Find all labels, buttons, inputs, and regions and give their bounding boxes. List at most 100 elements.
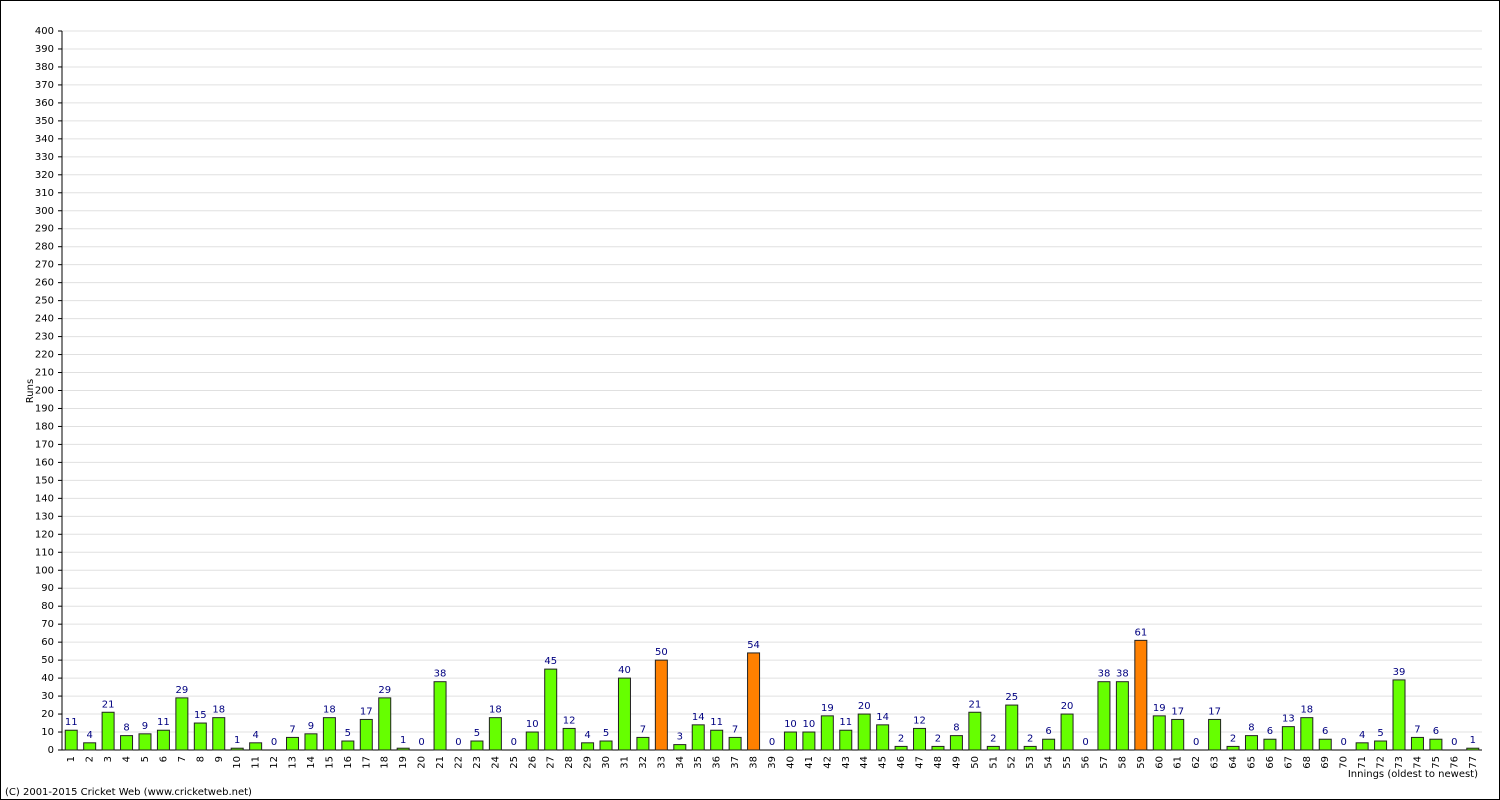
bar — [1171, 718, 1185, 751]
bar — [1226, 745, 1240, 751]
x-tick-label: 76 — [1449, 756, 1460, 769]
x-tick-label: 14 — [306, 756, 317, 769]
value-label: 0 — [271, 737, 277, 748]
x-tick-label: 34 — [675, 756, 686, 769]
value-label: 6 — [1267, 726, 1273, 737]
y-tick-label: 190 — [35, 403, 54, 414]
bar — [156, 729, 170, 751]
bar — [710, 729, 724, 751]
bar — [1392, 679, 1406, 751]
x-tick-label: 48 — [933, 756, 944, 769]
y-tick-label: 290 — [35, 224, 54, 235]
value-label: 50 — [655, 647, 668, 658]
y-tick-label: 260 — [35, 278, 54, 289]
bar — [968, 711, 982, 751]
y-tick-label: 330 — [35, 152, 54, 163]
x-tick-label: 54 — [1044, 756, 1055, 769]
y-tick-label: 390 — [35, 44, 54, 55]
bar — [986, 745, 1000, 751]
bar — [839, 729, 853, 751]
x-tick-label: 52 — [1007, 756, 1018, 769]
x-tick-label: 72 — [1376, 756, 1387, 769]
value-label: 4 — [252, 730, 258, 741]
x-tick-label: 43 — [841, 756, 852, 769]
x-tick-label: 62 — [1191, 756, 1202, 769]
bar — [931, 745, 945, 751]
x-tick-label: 5 — [140, 756, 151, 762]
bar — [1466, 747, 1480, 751]
value-label: 54 — [747, 640, 760, 651]
y-tick-label: 230 — [35, 332, 54, 343]
x-tick-label: 32 — [638, 756, 649, 769]
x-tick-label: 68 — [1302, 756, 1313, 769]
value-label: 1 — [400, 735, 406, 746]
bar — [83, 742, 97, 751]
bar — [599, 740, 613, 751]
x-tick-label: 31 — [619, 756, 630, 769]
x-tick-label: 77 — [1468, 756, 1479, 769]
value-label: 8 — [953, 723, 959, 734]
bar — [544, 668, 558, 751]
bar — [654, 659, 668, 751]
x-tick-label: 27 — [546, 756, 557, 769]
value-label: 17 — [1208, 706, 1221, 717]
bar — [949, 735, 963, 751]
bar — [525, 731, 539, 751]
bar — [820, 715, 834, 751]
value-label: 5 — [603, 728, 609, 739]
value-label: 5 — [1377, 728, 1383, 739]
x-tick-label: 65 — [1246, 756, 1257, 769]
bar — [1244, 735, 1258, 751]
value-label: 0 — [1341, 737, 1347, 748]
value-label: 4 — [584, 730, 590, 741]
y-tick-label: 200 — [35, 386, 54, 397]
value-label: 14 — [876, 712, 889, 723]
x-tick-label: 36 — [712, 756, 723, 769]
bar — [1300, 717, 1314, 751]
x-tick-label: 22 — [453, 756, 464, 769]
value-label: 29 — [378, 685, 391, 696]
value-label: 1 — [234, 735, 240, 746]
bar — [1060, 713, 1074, 751]
bar — [341, 740, 355, 751]
bar — [857, 713, 871, 751]
value-label: 7 — [1414, 724, 1420, 735]
value-label: 6 — [1433, 726, 1439, 737]
x-tick-label: 13 — [288, 756, 299, 769]
value-label: 19 — [1153, 703, 1166, 714]
value-label: 18 — [323, 705, 336, 716]
x-tick-label: 28 — [564, 756, 575, 769]
value-label: 29 — [176, 685, 189, 696]
y-tick-label: 50 — [41, 655, 54, 666]
x-tick-label: 1 — [66, 756, 77, 762]
value-label: 39 — [1393, 667, 1406, 678]
value-label: 0 — [769, 737, 775, 748]
x-tick-label: 15 — [324, 756, 335, 769]
bar — [1263, 738, 1277, 751]
x-tick-label: 10 — [232, 756, 243, 769]
x-tick-label: 60 — [1154, 756, 1165, 769]
value-label: 45 — [544, 656, 557, 667]
value-label: 10 — [784, 719, 797, 730]
x-tick-label: 18 — [380, 756, 391, 769]
bar — [1429, 738, 1443, 751]
value-label: 12 — [563, 715, 576, 726]
y-tick-label: 70 — [41, 619, 54, 630]
value-label: 1 — [1470, 735, 1476, 746]
x-tick-label: 57 — [1099, 756, 1110, 769]
y-tick-label: 310 — [35, 188, 54, 199]
value-label: 17 — [1171, 706, 1184, 717]
value-label: 20 — [858, 701, 871, 712]
x-tick-label: 58 — [1117, 756, 1128, 769]
y-tick-label: 170 — [35, 439, 54, 450]
value-label: 38 — [434, 669, 447, 680]
y-tick-label: 280 — [35, 242, 54, 253]
bar — [562, 727, 576, 751]
x-tick-label: 74 — [1412, 756, 1423, 769]
x-tick-label: 45 — [878, 756, 889, 769]
y-tick-label: 180 — [35, 421, 54, 432]
value-label: 61 — [1134, 627, 1147, 638]
y-tick-label: 130 — [35, 511, 54, 522]
x-tick-label: 38 — [749, 756, 760, 769]
